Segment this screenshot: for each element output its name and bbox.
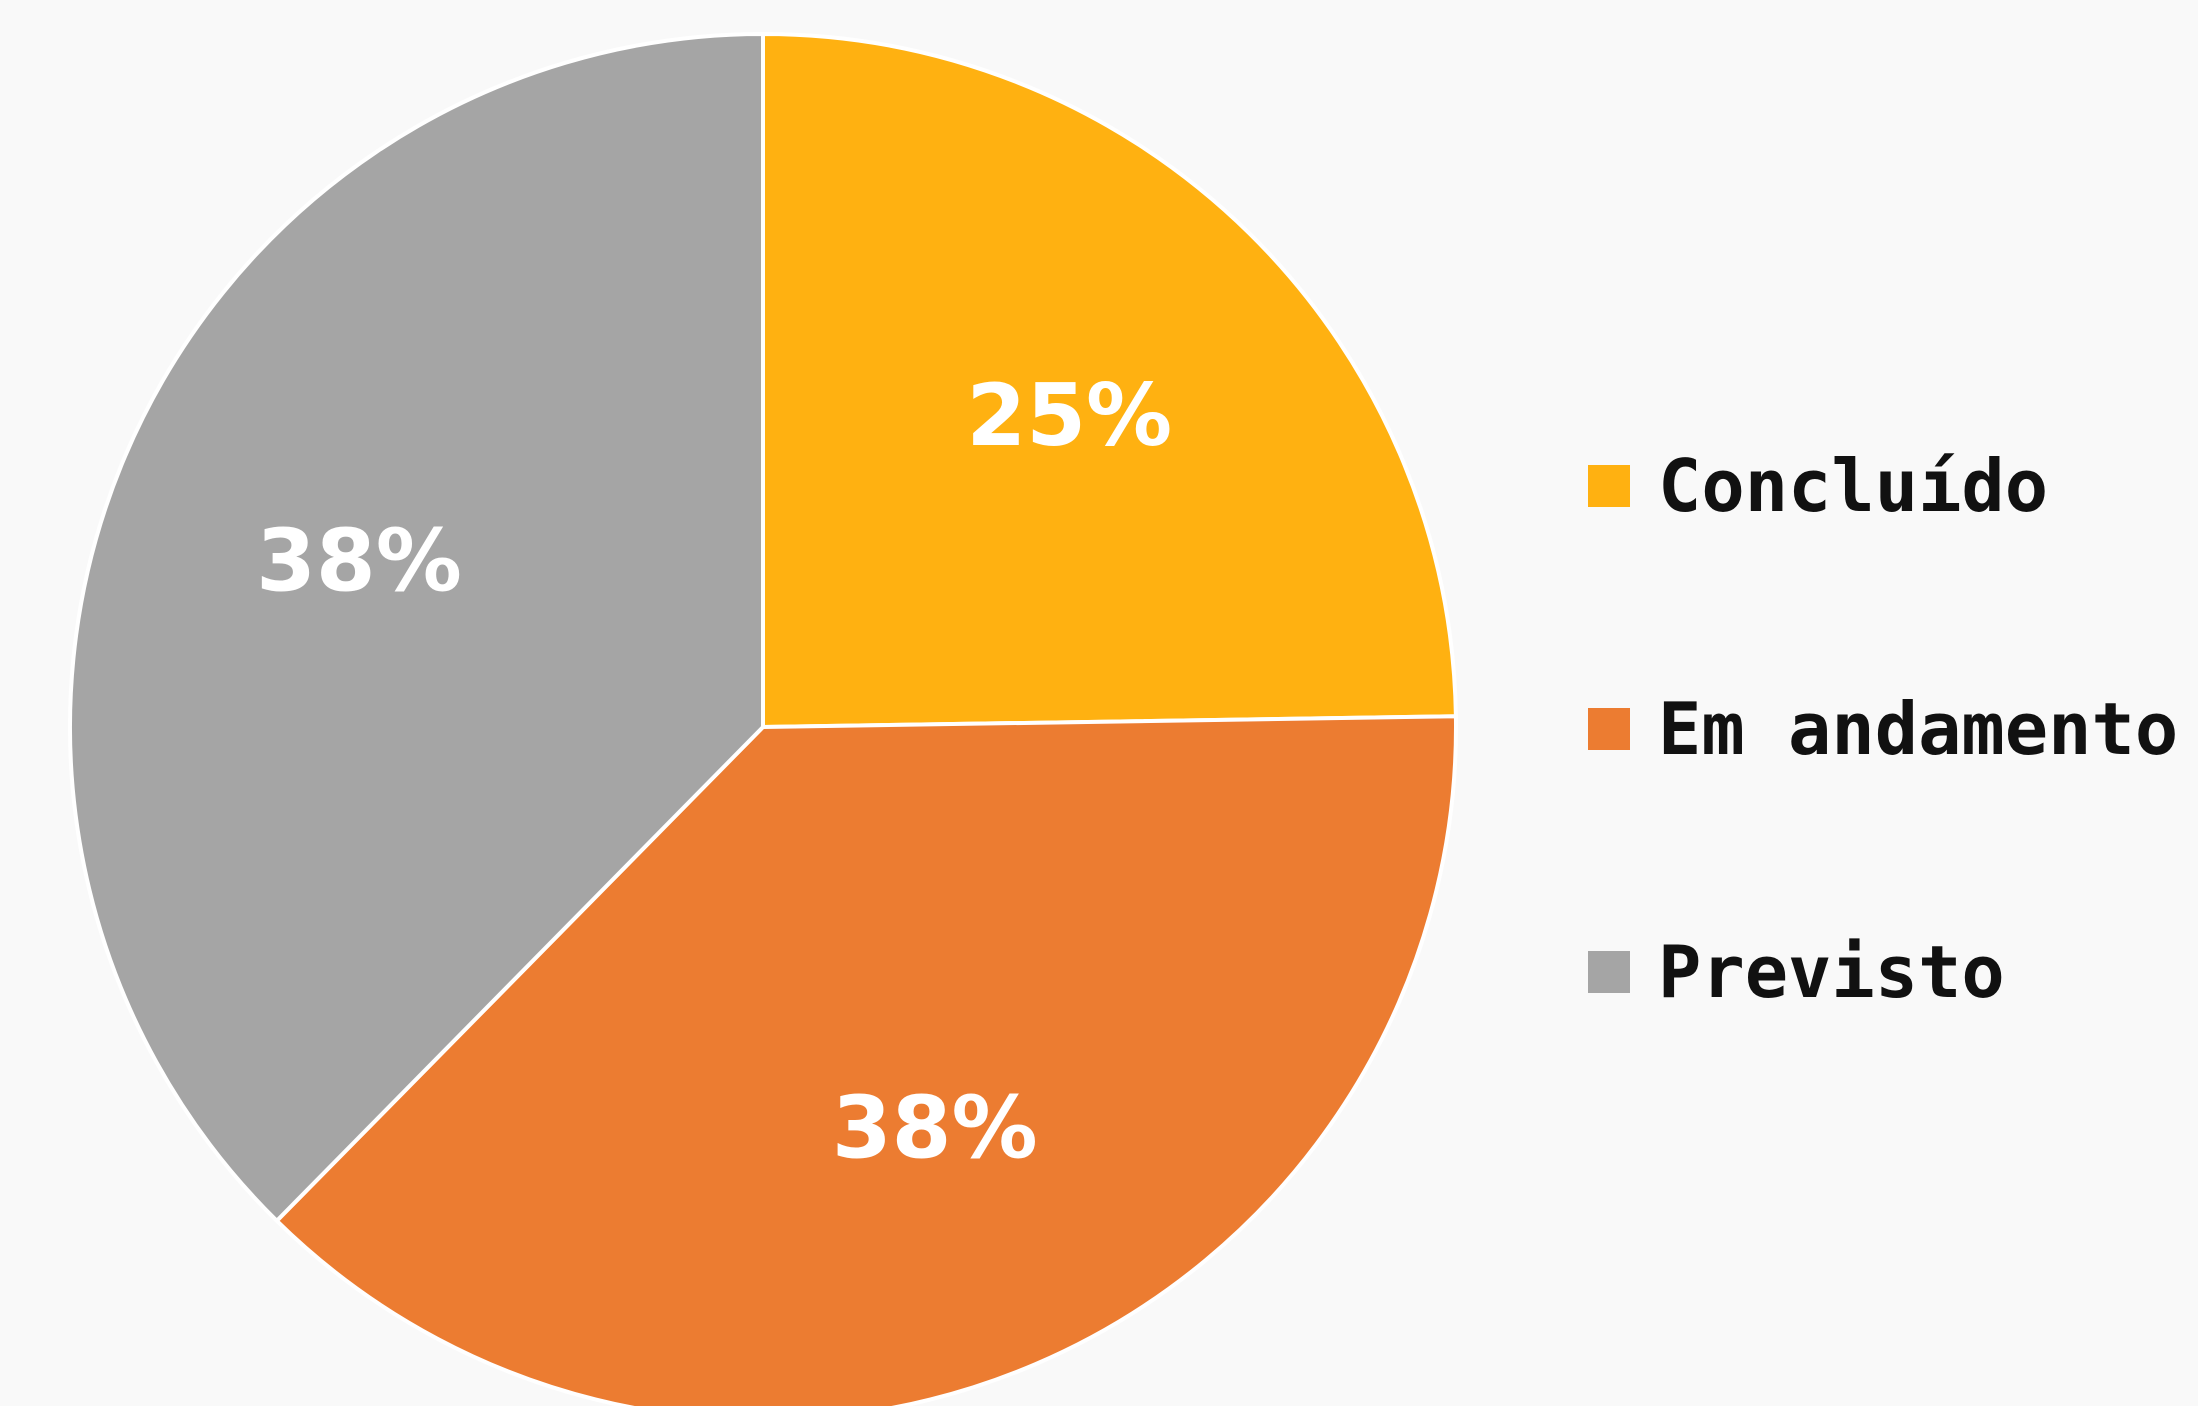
legend: Concluído Em andamento Previsto <box>1588 444 2178 1014</box>
slice-label-previsto: 38% <box>256 511 462 611</box>
legend-swatch-concluido <box>1588 465 1630 507</box>
legend-item-em-andamento: Em andamento <box>1588 687 2178 771</box>
legend-swatch-em-andamento <box>1588 708 1630 750</box>
slice-label-concluido: 25% <box>966 366 1172 466</box>
pie-slices <box>68 32 1458 1406</box>
slice-label-em-andamento: 38% <box>832 1078 1038 1178</box>
pie-slice-previsto <box>68 32 765 1223</box>
legend-label-em-andamento: Em andamento <box>1658 687 2178 771</box>
legend-label-previsto: Previsto <box>1658 930 2005 1014</box>
pie-slice-em-andamento <box>274 714 1458 1406</box>
legend-item-concluido: Concluído <box>1588 444 2048 528</box>
legend-item-previsto: Previsto <box>1588 930 2005 1014</box>
slice-labels: 25% 38% 38% <box>256 366 1172 1178</box>
legend-swatch-previsto <box>1588 951 1630 993</box>
legend-label-concluido: Concluído <box>1658 444 2048 528</box>
pie-slice-concluido <box>761 32 1458 729</box>
